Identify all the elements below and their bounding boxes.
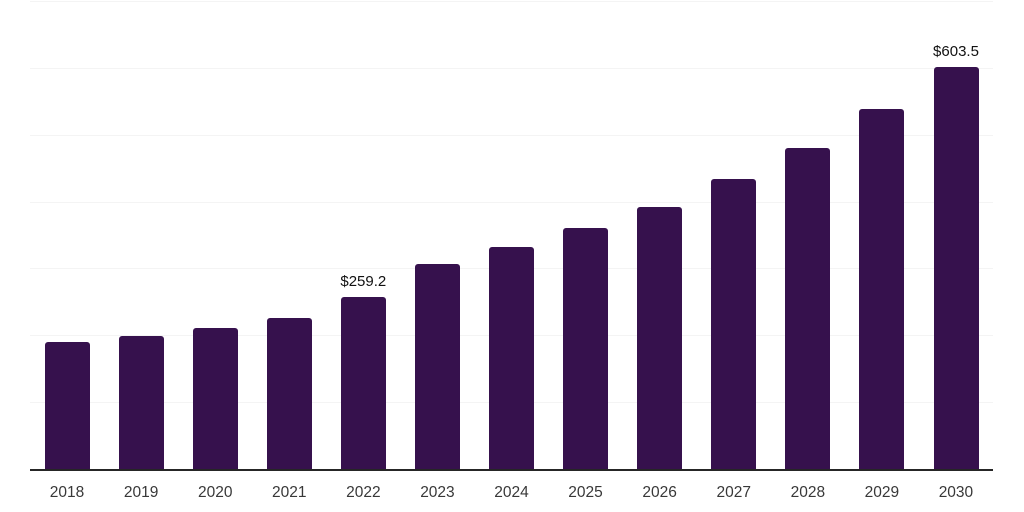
x-tick-label-2022: 2022	[346, 484, 381, 501]
bar-2020[interactable]	[192, 328, 238, 470]
bar-2023[interactable]	[414, 264, 460, 470]
plot-area: $259.2 $603.5	[30, 1, 993, 470]
x-tick-label-2027: 2027	[716, 484, 751, 501]
x-tick-label-2025: 2025	[568, 484, 603, 501]
bar-2026[interactable]	[637, 207, 683, 470]
bar-2019[interactable]	[118, 336, 164, 470]
gridline-500	[30, 134, 993, 136]
x-tick-label-2021: 2021	[271, 484, 307, 501]
x-tick-label-2029: 2029	[864, 484, 900, 501]
bar-2025[interactable]	[563, 228, 609, 470]
bar-2018[interactable]	[44, 342, 90, 470]
x-tick-label-2030: 2030	[938, 484, 974, 501]
x-tick-label-2019: 2019	[123, 484, 159, 501]
x-tick-label-2028: 2028	[790, 484, 826, 501]
bar-2022[interactable]	[340, 296, 386, 470]
bar-2030[interactable]	[933, 66, 979, 470]
x-tick-label-2026: 2026	[642, 484, 677, 501]
x-axis-line	[30, 469, 993, 471]
x-tick-label-2018: 2018	[49, 484, 85, 501]
x-tick-label-2023: 2023	[420, 484, 455, 501]
gridline-700	[30, 1, 993, 2]
bar-2027[interactable]	[711, 179, 757, 470]
data-label-2022: $259.2	[340, 272, 387, 290]
x-tick-label-2020: 2020	[197, 484, 233, 501]
x-tick-label-2024: 2024	[494, 484, 529, 501]
gridline-600	[30, 67, 993, 69]
gridline-400	[30, 201, 993, 203]
bar-2029[interactable]	[859, 109, 905, 470]
data-label-2030: $603.5	[933, 42, 979, 60]
bar-2021[interactable]	[266, 318, 312, 470]
bar-2028[interactable]	[785, 148, 831, 470]
bar-2024[interactable]	[489, 247, 534, 470]
